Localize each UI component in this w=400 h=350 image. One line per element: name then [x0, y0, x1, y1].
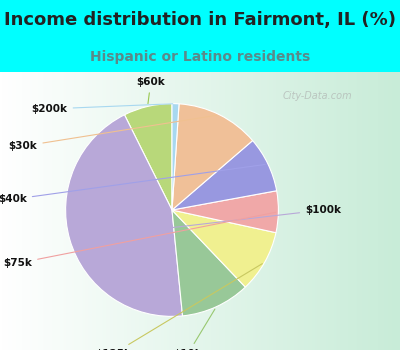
Wedge shape [66, 115, 182, 316]
Text: $100k: $100k [72, 205, 341, 239]
Wedge shape [172, 210, 276, 287]
Text: City-Data.com: City-Data.com [282, 91, 352, 101]
Text: $200k: $200k [32, 104, 173, 114]
Wedge shape [172, 191, 278, 233]
Wedge shape [124, 104, 172, 210]
Text: Income distribution in Fairmont, IL (%): Income distribution in Fairmont, IL (%) [4, 11, 396, 29]
Text: $30k: $30k [9, 115, 217, 151]
Text: Hispanic or Latino residents: Hispanic or Latino residents [90, 50, 310, 64]
Wedge shape [172, 210, 245, 316]
Wedge shape [172, 104, 179, 210]
Wedge shape [172, 141, 277, 210]
Text: $60k: $60k [136, 77, 165, 104]
Wedge shape [172, 104, 253, 210]
Text: $125k: $125k [96, 264, 262, 350]
Text: $40k: $40k [0, 164, 265, 204]
Text: $10k: $10k [174, 309, 215, 350]
Text: $75k: $75k [3, 212, 276, 268]
